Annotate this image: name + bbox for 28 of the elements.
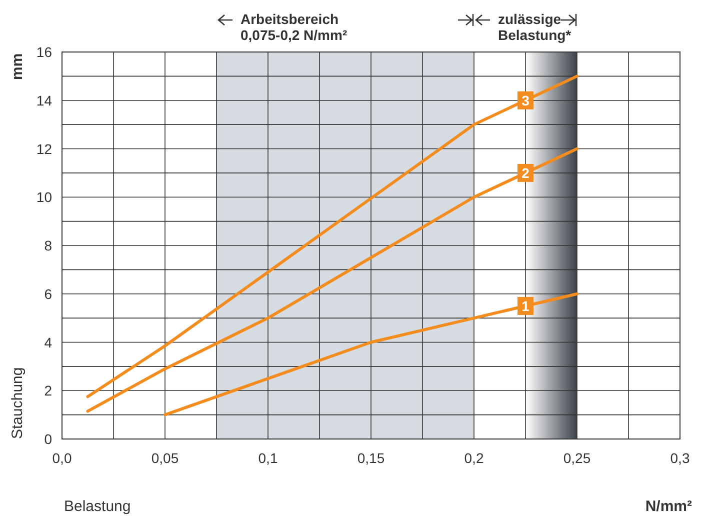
y-tick-label: 2 bbox=[44, 382, 52, 399]
x-tick-label: 0,1 bbox=[258, 450, 278, 466]
text: mm bbox=[9, 53, 26, 80]
line-series bbox=[86, 147, 578, 413]
x-tick-label: 0,3 bbox=[670, 450, 690, 466]
y-tick-label: 0 bbox=[44, 431, 52, 447]
y-tick-label: 14 bbox=[36, 92, 52, 108]
x-tick-label: 0,0 bbox=[52, 450, 72, 466]
y-tick-label: 10 bbox=[36, 189, 52, 206]
x-tick-label: 0,15 bbox=[357, 450, 385, 466]
x-tick-label: 0,2 bbox=[464, 450, 484, 466]
line-series bbox=[164, 292, 578, 416]
x-tick-label: 0,25 bbox=[563, 450, 591, 466]
y-tick-label: 12 bbox=[36, 140, 52, 157]
series-label: 2 bbox=[522, 164, 530, 181]
legend-label: zulässige Belastung* bbox=[498, 11, 572, 43]
y-tick-label: 16 bbox=[36, 44, 52, 60]
x-tick-label: 0,05 bbox=[151, 450, 179, 466]
line-series bbox=[86, 74, 578, 398]
y-axis-title: Stauchung bbox=[9, 367, 26, 439]
x-axis-title: Belastung bbox=[64, 498, 131, 515]
y-tick-label: 4 bbox=[44, 334, 52, 350]
legend-label: Arbeitsbereich 0,075-0,2 N/mm² bbox=[240, 11, 348, 43]
series-label: 3 bbox=[522, 92, 530, 108]
y-tick-label: 6 bbox=[44, 286, 52, 302]
y-tick-label: 8 bbox=[44, 238, 52, 254]
series-label: 1 bbox=[522, 298, 530, 314]
text: N/mm² bbox=[645, 498, 692, 515]
